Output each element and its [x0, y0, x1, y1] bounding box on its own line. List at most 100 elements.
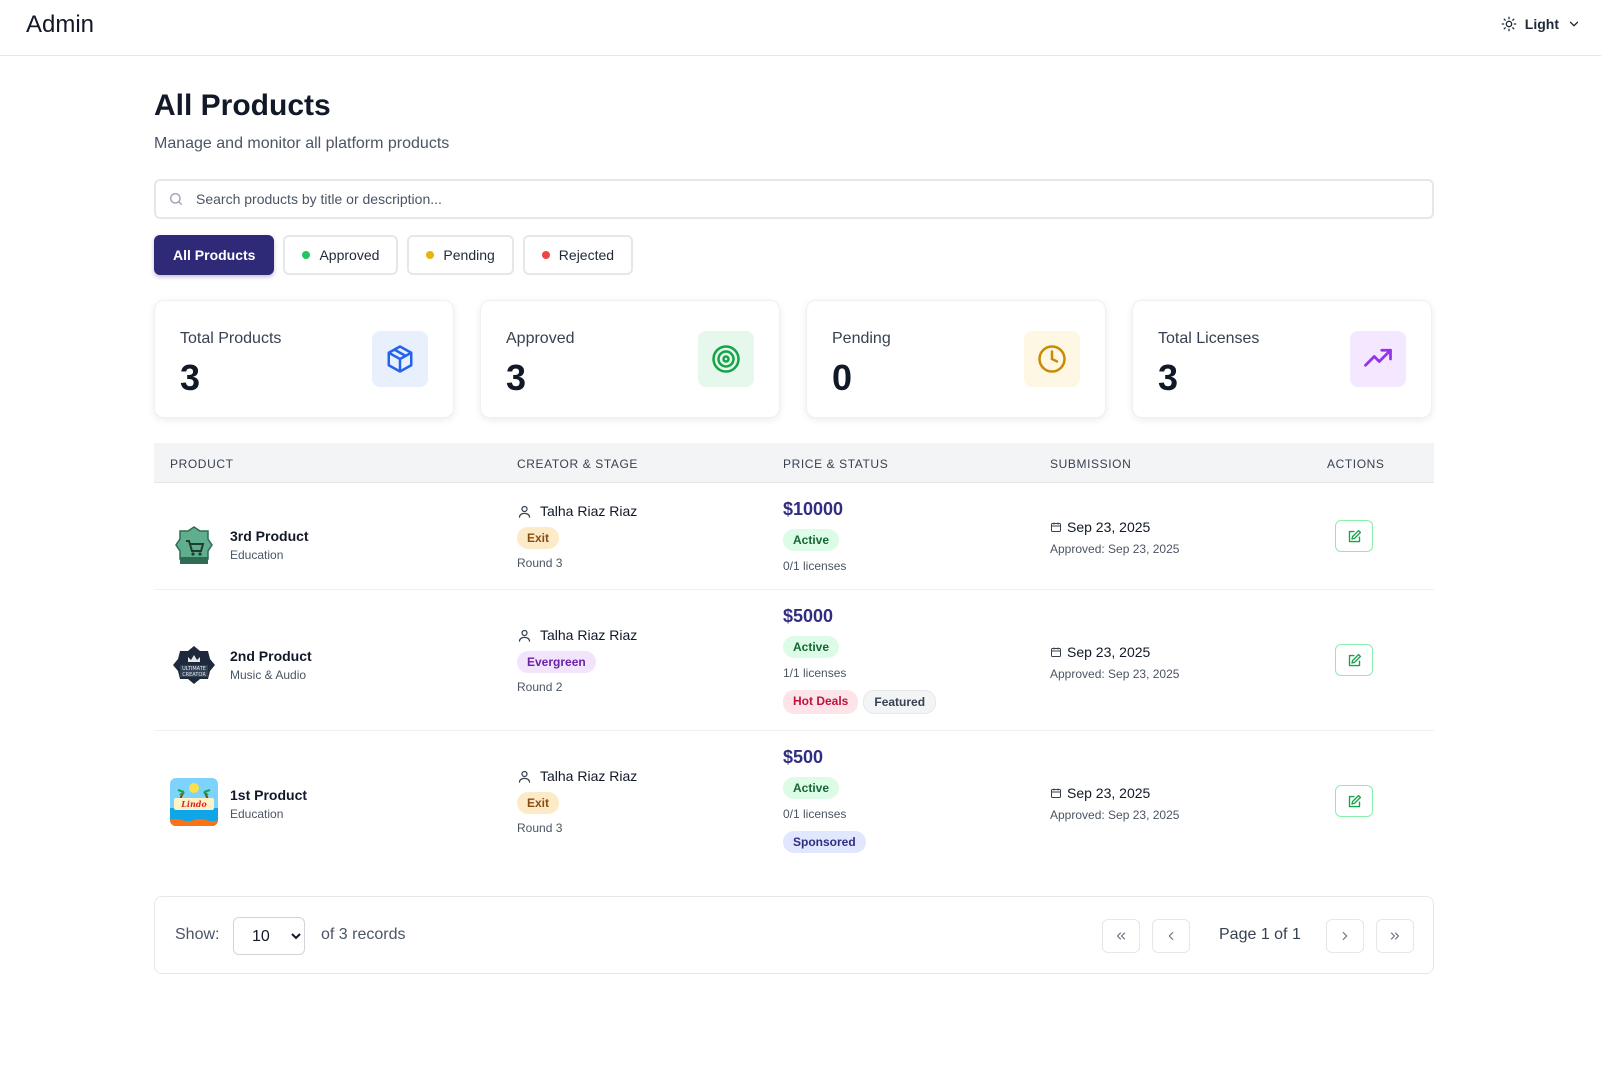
- creator: Talha Riaz Riaz: [517, 503, 637, 519]
- stat-card-total-products: Total Products 3: [154, 300, 454, 418]
- first-page-button[interactable]: [1102, 919, 1140, 953]
- records-count: of 3 records: [321, 926, 406, 943]
- user-icon: [518, 629, 531, 642]
- creator-name: Talha Riaz Riaz: [540, 503, 638, 519]
- status-filters: All Products Approved Pending Rejected: [154, 235, 634, 275]
- stat-card-approved: Approved 3: [480, 300, 780, 418]
- table-row: ULTIMATE CREATOR 2nd Product Music & Audi…: [154, 590, 1434, 731]
- svg-text:ULTIMATE: ULTIMATE: [182, 666, 206, 672]
- creator-name: Talha Riaz Riaz: [540, 627, 638, 643]
- chevrons-right-icon: [1390, 932, 1400, 940]
- status-badge: Active: [783, 529, 840, 551]
- edit-button[interactable]: [1335, 520, 1373, 552]
- column-header: CREATOR & STAGE: [517, 457, 639, 471]
- status-dot: [541, 251, 550, 259]
- license-count: 0/1 licenses: [783, 559, 847, 573]
- submitted-date: Sep 23, 2025: [1067, 785, 1151, 801]
- column-header: PRICE & STATUS: [783, 457, 889, 471]
- stat-value: 0: [832, 357, 853, 398]
- page-size-select[interactable]: 10: [233, 917, 305, 955]
- calendar-icon: [1051, 522, 1061, 532]
- submitted-date: Sep 23, 2025: [1067, 519, 1151, 535]
- chevron-down-icon: [1569, 21, 1579, 27]
- top-bar: Admin Light: [0, 0, 1601, 56]
- price: $5000: [783, 606, 834, 626]
- search-icon: [170, 193, 182, 205]
- submission-date: Sep 23, 2025: [1050, 519, 1179, 535]
- column-header: PRODUCT: [170, 457, 234, 471]
- pagination-bar: Show: 10 of 3 records Page 1 of 1: [154, 896, 1434, 974]
- license-count: 1/1 licenses: [783, 666, 847, 680]
- product-name[interactable]: 3rd Product: [230, 528, 309, 544]
- stat-card-pending: Pending 0: [806, 300, 1106, 418]
- status-badge: Active: [783, 777, 840, 799]
- product-name[interactable]: 2nd Product: [230, 648, 312, 664]
- creator: Talha Riaz Riaz: [517, 768, 637, 784]
- last-page-button[interactable]: [1376, 919, 1414, 953]
- user-icon: [518, 505, 531, 518]
- chevron-right-icon: [1342, 931, 1348, 941]
- products-table: PRODUCT CREATOR & STAGE PRICE & STATUS S…: [154, 443, 1434, 872]
- next-page-button[interactable]: [1326, 919, 1364, 953]
- svg-text:Lindo: Lindo: [180, 799, 207, 809]
- table-row: 3rd Product Education Talha Riaz Riaz Ex…: [154, 483, 1434, 590]
- trending-up-icon: [1350, 331, 1406, 387]
- filter-approved[interactable]: Approved: [283, 235, 399, 275]
- filter-pending[interactable]: Pending: [407, 235, 514, 275]
- stat-value: 3: [180, 357, 201, 398]
- tag-badge: Hot Deals: [783, 690, 859, 714]
- stat-card-total-licenses: Total Licenses 3: [1132, 300, 1432, 418]
- round-label: Round 3: [517, 556, 563, 570]
- product-thumbnail: Lindo: [170, 778, 218, 826]
- status-dot: [426, 251, 435, 259]
- svg-text:CREATOR: CREATOR: [182, 672, 206, 678]
- filter-label: Approved: [319, 247, 380, 263]
- page-info: Page 1 of 1: [1219, 926, 1301, 943]
- stage-badge: Exit: [517, 527, 560, 549]
- product-category: Education: [230, 807, 284, 821]
- stats-cards: Total Products 3 Approved 3 Pending 0 To…: [154, 300, 1434, 418]
- round-label: Round 2: [517, 680, 563, 694]
- table-header: PRODUCT CREATOR & STAGE PRICE & STATUS S…: [154, 443, 1434, 483]
- stat-label: Total Products: [180, 330, 282, 347]
- stat-label: Pending: [832, 330, 891, 347]
- price: $10000: [783, 499, 844, 519]
- edit-button[interactable]: [1335, 785, 1373, 817]
- filter-rejected[interactable]: Rejected: [522, 235, 634, 275]
- target-icon: [698, 331, 754, 387]
- theme-toggle[interactable]: Light: [1501, 12, 1581, 36]
- status-dot: [302, 251, 311, 259]
- tag-badge: Featured: [863, 690, 937, 714]
- product-category: Education: [230, 548, 284, 562]
- column-header: ACTIONS: [1327, 457, 1385, 471]
- theme-label: Light: [1524, 16, 1559, 32]
- stat-label: Approved: [506, 330, 575, 347]
- edit-icon: [1348, 794, 1361, 807]
- edit-button[interactable]: [1335, 644, 1373, 676]
- column-header: SUBMISSION: [1050, 457, 1132, 471]
- approved-date: Approved: Sep 23, 2025: [1050, 808, 1180, 822]
- show-label: Show:: [175, 926, 220, 943]
- product-name[interactable]: 1st Product: [230, 787, 308, 803]
- approved-date: Approved: Sep 23, 2025: [1050, 667, 1180, 681]
- license-count: 0/1 licenses: [783, 807, 847, 821]
- stat-label: Total Licenses: [1158, 330, 1260, 347]
- filter-all-products[interactable]: All Products: [154, 235, 275, 275]
- filter-label: All Products: [173, 247, 256, 263]
- tag-badge: Sponsored: [783, 831, 866, 853]
- product-thumbnail: [170, 523, 218, 571]
- sun-icon: [1501, 16, 1517, 32]
- cube-icon: [372, 331, 428, 387]
- main-content: All Products Manage and monitor all plat…: [154, 86, 1434, 974]
- search-box: [154, 179, 1434, 219]
- brand-title: Admin: [26, 11, 95, 38]
- user-icon: [518, 770, 531, 783]
- edit-icon: [1348, 529, 1361, 542]
- search-input[interactable]: [196, 181, 1416, 217]
- previous-page-button[interactable]: [1152, 919, 1190, 953]
- submission-date: Sep 23, 2025: [1050, 644, 1179, 660]
- approved-date: Approved: Sep 23, 2025: [1050, 542, 1180, 556]
- price: $500: [783, 747, 824, 767]
- stat-value: 3: [1158, 357, 1179, 398]
- status-badge: Active: [783, 636, 840, 658]
